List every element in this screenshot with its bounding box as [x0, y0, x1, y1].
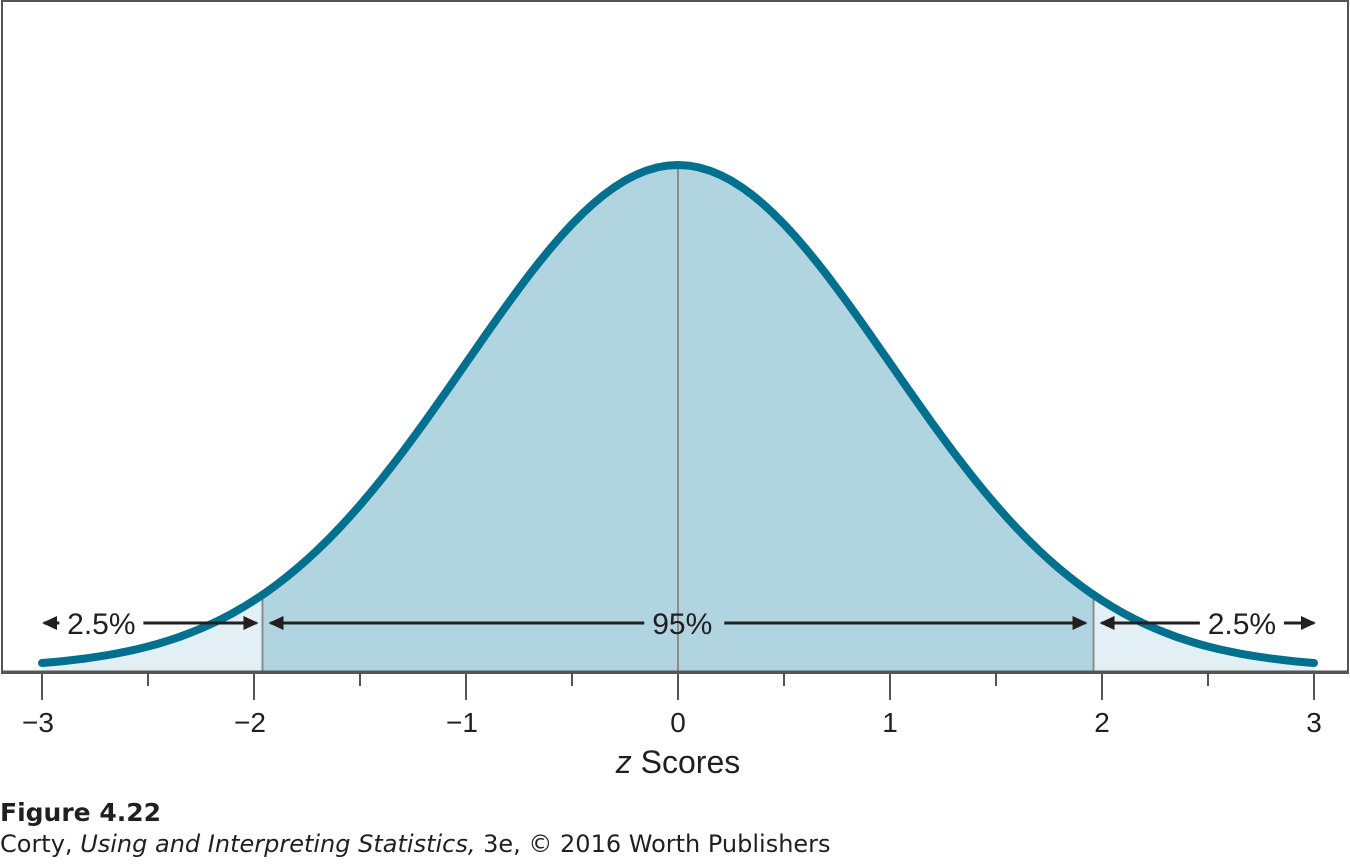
- credit-author: Corty,: [0, 830, 81, 858]
- upper-tail-label: 2.5%: [1208, 608, 1276, 641]
- lower-tail-arrowhead-right: [243, 616, 259, 630]
- curve-layer: [38, 160, 1318, 667]
- normal-curve: [38, 160, 1318, 667]
- tick-label: 1: [882, 707, 898, 738]
- upper-tail-arrowhead-right: [1301, 616, 1316, 630]
- tick-label: 0: [670, 707, 686, 738]
- tick-label: −3: [22, 707, 54, 738]
- x-axis-label-italic: z: [615, 744, 632, 780]
- middle-label: 95%: [652, 608, 712, 641]
- percent-annotations: 2.5% 95% 2.5%: [42, 608, 1316, 641]
- figure-label: Figure 4.22: [0, 798, 162, 827]
- figure-credit: Corty, Using and Interpreting Statistics…: [0, 830, 831, 858]
- tick-label: 3: [1306, 707, 1322, 738]
- x-axis: −3 −2 −1 0 1 2 3: [2, 670, 1348, 738]
- lower-tail-label: 2.5%: [67, 608, 135, 641]
- upper-tail-arrowhead-left: [1099, 616, 1115, 630]
- credit-book-title: Using and Interpreting Statistics,: [80, 830, 476, 858]
- tick-label: −1: [446, 707, 478, 738]
- region-lower-tail: [42, 594, 263, 672]
- normal-curve-chart: −3 −2 −1 0 1 2 3 2.5% 95% 2.5% z Scores: [1, 0, 1349, 780]
- region-upper-tail: [1093, 594, 1314, 672]
- x-axis-label-rest: Scores: [632, 744, 740, 780]
- middle-arrowhead-left: [268, 616, 284, 630]
- lower-tail-arrowhead-left: [42, 616, 57, 630]
- tick-label: −2: [234, 707, 266, 738]
- divider-lines: [261, 168, 1095, 672]
- x-axis-label: z Scores: [615, 744, 740, 780]
- tick-label: 2: [1094, 707, 1110, 738]
- middle-arrowhead-right: [1072, 616, 1088, 630]
- credit-rest: 3e, © 2016 Worth Publishers: [475, 830, 831, 858]
